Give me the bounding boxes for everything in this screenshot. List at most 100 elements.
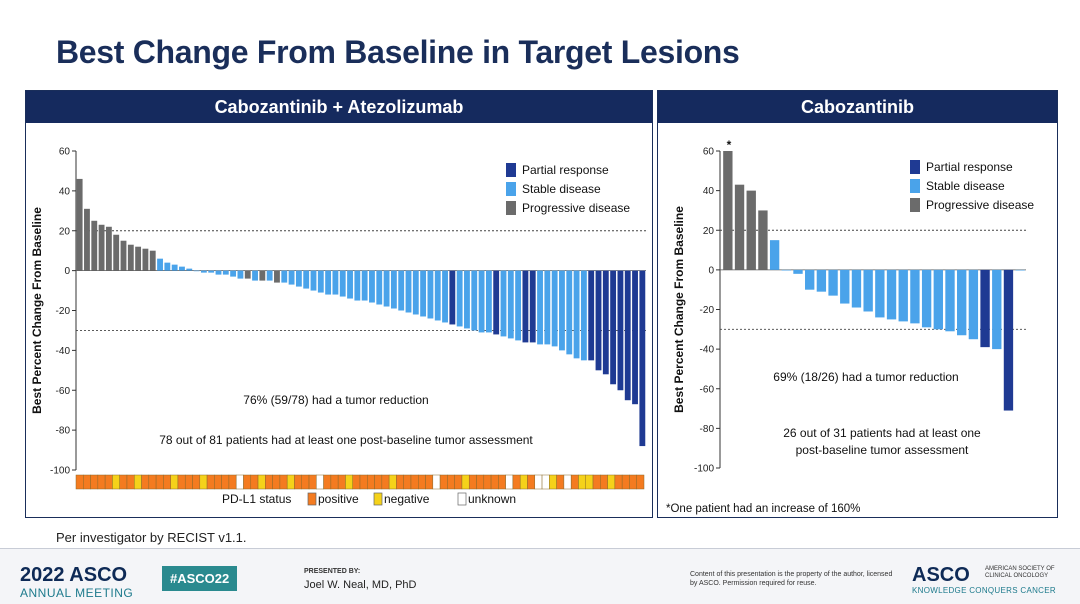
y-tick-label: -20 — [56, 306, 71, 317]
asco-tagline: KNOWLEDGE CONQUERS CANCER — [912, 586, 1056, 595]
data-bar — [805, 269, 815, 290]
pdl1-cell — [410, 474, 419, 490]
data-bar — [398, 270, 405, 311]
data-bar — [980, 269, 990, 348]
pdl1-cell — [243, 474, 252, 490]
pdl1-cell — [199, 474, 208, 490]
data-bar — [632, 270, 638, 405]
data-bar — [135, 246, 142, 271]
data-bar — [602, 270, 609, 375]
pdl1-status-label: PD-L1 status — [222, 492, 291, 506]
pdl1-legend-label: positive — [318, 492, 359, 506]
y-tick-label: -100 — [50, 466, 70, 477]
pdl1-cell — [192, 474, 201, 490]
pdl1-cell — [272, 474, 281, 490]
data-bar — [252, 270, 258, 281]
legend-swatch — [910, 160, 920, 174]
data-bar — [347, 270, 353, 299]
pdl1-cell — [97, 474, 106, 490]
data-bar — [91, 220, 98, 271]
data-bar — [758, 210, 768, 270]
pdl1-cell — [359, 474, 368, 490]
data-bar — [383, 270, 390, 307]
hashtag-badge: #ASCO22 — [162, 566, 238, 591]
data-bar — [105, 226, 112, 271]
data-bar — [793, 269, 803, 274]
legend-swatch — [506, 163, 516, 177]
recist-footnote: Per investigator by RECIST v1.1. — [56, 530, 247, 545]
pdl1-cell — [104, 474, 113, 490]
data-bar — [566, 270, 573, 355]
pdl1-cell — [600, 474, 608, 490]
pdl1-cell — [119, 474, 128, 490]
data-bar — [200, 270, 207, 273]
pdl1-cell — [570, 474, 579, 490]
y-tick-label: -40 — [56, 346, 71, 357]
data-bar — [456, 270, 463, 327]
assessment-annotation: 78 out of 81 patients had at least one p… — [159, 433, 533, 447]
pdl1-cell — [323, 474, 332, 490]
pdl1-cell — [381, 474, 390, 490]
y-tick-label: 20 — [59, 226, 71, 237]
data-bar — [317, 270, 324, 293]
y-tick-label: 20 — [703, 226, 715, 237]
data-bar — [840, 269, 850, 304]
y-tick-label: -80 — [700, 424, 715, 435]
data-bar — [142, 248, 149, 271]
tumor-reduction-annotation: 76% (59/78) had a tumor reduction — [243, 393, 428, 407]
pdl1-cell — [541, 474, 550, 490]
data-bar — [500, 270, 507, 337]
legend-swatch — [910, 179, 920, 193]
data-bar — [288, 270, 295, 285]
pdl1-cell — [294, 474, 302, 490]
data-bar — [179, 266, 185, 271]
data-bar — [113, 234, 120, 271]
data-bar — [266, 270, 273, 281]
pdl1-legend-label: negative — [384, 492, 430, 506]
pdl1-cell — [629, 474, 637, 490]
data-bar — [171, 264, 178, 271]
outlier-footnote: *One patient had an increase of 160% — [666, 503, 860, 515]
data-bar — [588, 270, 595, 361]
data-bar — [537, 270, 543, 345]
pdl1-cell — [388, 474, 397, 490]
pdl1-cell — [621, 474, 630, 490]
data-bar — [968, 269, 979, 340]
data-bar — [522, 270, 529, 343]
pdl1-cell — [90, 474, 99, 490]
outlier-star: * — [727, 138, 732, 152]
pdl1-cell — [447, 474, 455, 490]
pdl1-cell — [141, 474, 150, 490]
data-bar — [610, 270, 617, 385]
pdl1-cell — [279, 474, 288, 490]
data-bar — [442, 270, 448, 323]
pdl1-cell — [163, 474, 171, 490]
data-bar — [215, 270, 222, 275]
legend-label: Progressive disease — [522, 201, 630, 215]
pdl1-cell — [498, 474, 506, 490]
pdl1-cell — [374, 474, 383, 490]
pdl1-cell — [228, 474, 237, 490]
data-bar — [529, 270, 536, 343]
data-bar — [325, 270, 332, 295]
legend-swatch — [506, 182, 516, 196]
pdl1-cell — [556, 474, 565, 490]
data-bar — [376, 270, 383, 305]
y-axis-label: Best Percent Change From Baseline — [30, 207, 44, 414]
pdl1-cell — [155, 474, 164, 490]
data-bar — [992, 269, 1002, 350]
pdl1-cell — [490, 474, 499, 490]
data-bar — [420, 270, 427, 317]
y-axis-label: Best Percent Change From Baseline — [672, 206, 686, 413]
y-tick-label: 60 — [59, 147, 71, 158]
legend-label: Partial response — [522, 163, 609, 177]
asco-logo: ASCO — [912, 564, 970, 586]
data-bar — [957, 269, 967, 336]
data-bar — [390, 270, 397, 309]
left-chart-title: Cabozantinib + Atezolizumab — [26, 91, 652, 123]
data-bar — [76, 178, 83, 271]
pdl1-cell — [301, 474, 310, 490]
data-bar — [339, 270, 346, 297]
pdl1-cell — [265, 474, 273, 490]
data-bar — [361, 270, 368, 301]
